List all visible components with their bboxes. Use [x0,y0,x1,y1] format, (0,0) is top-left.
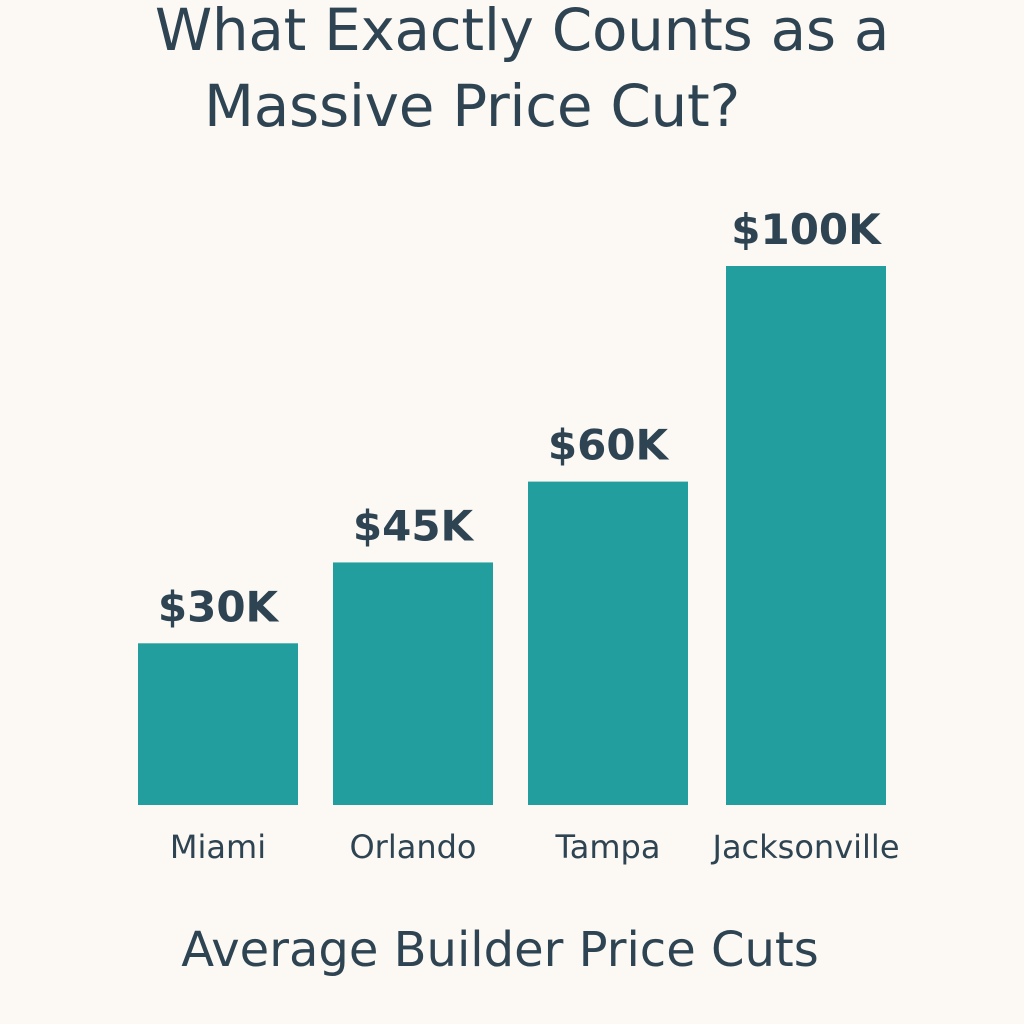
category-label-orlando: Orlando [349,828,476,866]
bar-jacksonville [726,266,886,805]
category-label-tampa: Tampa [555,828,661,866]
bar-miami [138,643,298,805]
value-label-jacksonville: $100K [731,205,882,254]
category-label-jacksonville: Jacksonville [711,828,900,866]
value-labels-group: $30K $45K $60K $100K [158,205,882,631]
value-label-orlando: $45K [353,501,475,550]
chart-caption: Average Builder Price Cuts [181,922,819,978]
chart-title: What Exactly Counts as a Massive Price C… [0,0,1024,144]
value-label-miami: $30K [158,582,280,631]
bars-group [138,266,886,805]
chart-title-line-2: Massive Price Cut? [204,72,740,140]
bar-orlando [333,562,493,805]
bar-tampa [528,481,688,805]
value-label-tampa: $60K [548,421,670,470]
category-labels-group: Miami Orlando Tampa Jacksonville [170,828,900,866]
chart-title-line-1: What Exactly Counts as a [154,0,890,64]
category-label-miami: Miami [170,828,266,866]
